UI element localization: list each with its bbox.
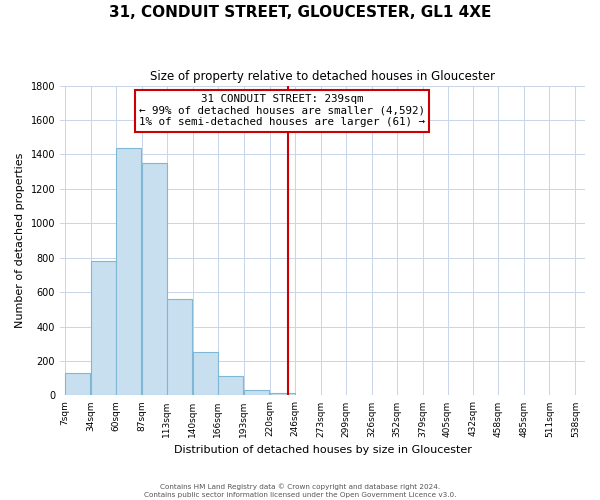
Y-axis label: Number of detached properties: Number of detached properties bbox=[15, 153, 25, 328]
Bar bbox=[193, 352, 218, 396]
Title: Size of property relative to detached houses in Gloucester: Size of property relative to detached ho… bbox=[150, 70, 495, 83]
Bar bbox=[116, 148, 142, 396]
Bar bbox=[270, 393, 295, 396]
X-axis label: Distribution of detached houses by size in Gloucester: Distribution of detached houses by size … bbox=[173, 445, 472, 455]
Bar bbox=[167, 299, 193, 396]
Text: Contains HM Land Registry data © Crown copyright and database right 2024.
Contai: Contains HM Land Registry data © Crown c… bbox=[144, 484, 456, 498]
Text: 31, CONDUIT STREET, GLOUCESTER, GL1 4XE: 31, CONDUIT STREET, GLOUCESTER, GL1 4XE bbox=[109, 5, 491, 20]
Bar bbox=[244, 390, 269, 396]
Bar bbox=[218, 376, 243, 396]
Bar bbox=[142, 163, 167, 396]
Bar bbox=[65, 373, 91, 396]
Bar bbox=[91, 261, 116, 396]
Text: 31 CONDUIT STREET: 239sqm
← 99% of detached houses are smaller (4,592)
1% of sem: 31 CONDUIT STREET: 239sqm ← 99% of detac… bbox=[139, 94, 425, 128]
